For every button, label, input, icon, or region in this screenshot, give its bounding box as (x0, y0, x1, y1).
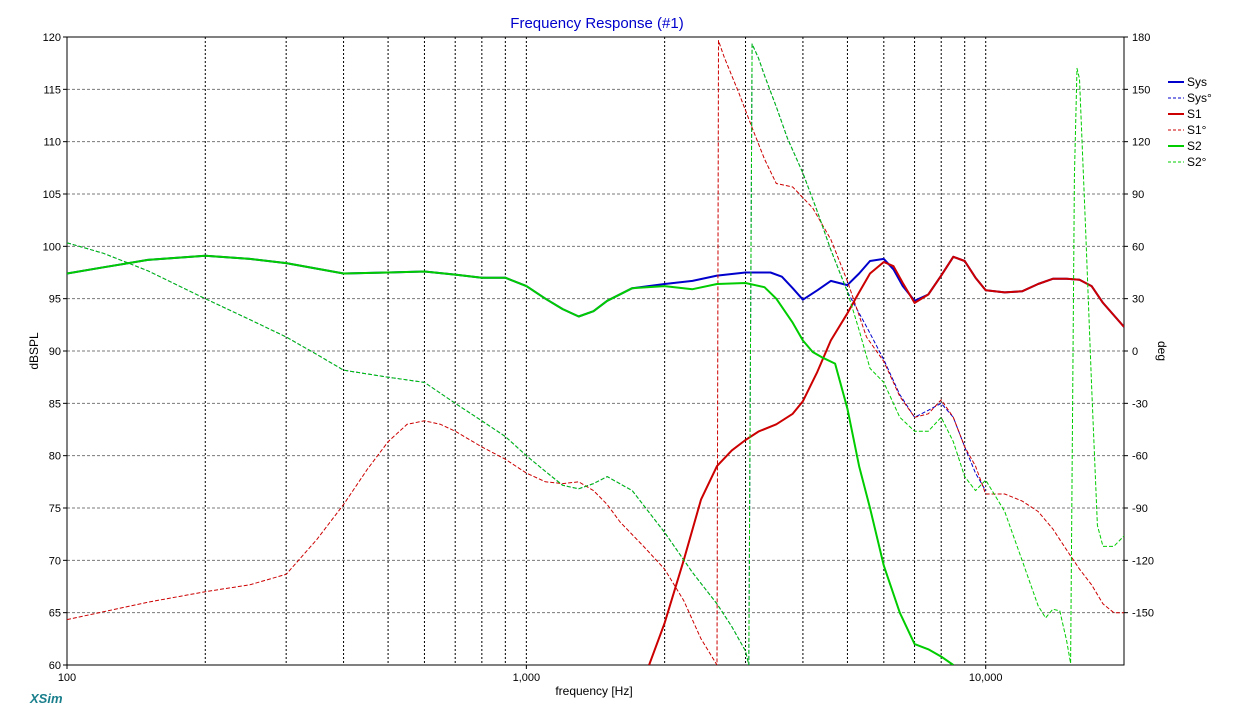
x-tick-label: 100 (58, 672, 76, 684)
y2-tick-label: 90 (1132, 189, 1144, 201)
series (67, 40, 1124, 665)
y2-tick-label: -120 (1132, 555, 1154, 567)
y2-tick-label: -60 (1132, 451, 1148, 463)
legend-entry: Sys° (1187, 91, 1212, 105)
y-tick-label: 90 (49, 346, 61, 358)
y-tick-label: 85 (49, 398, 61, 410)
y2-tick-label: -90 (1132, 503, 1148, 515)
y2-tick-label: 180 (1132, 32, 1150, 44)
legend-entry: S2° (1187, 155, 1207, 169)
y-tick-label: 100 (43, 241, 61, 253)
series-line-s2-phase (67, 43, 1124, 665)
ticks: 60 65 70 75 80 85 90 95 100 105 110 115 120 -150 -120 -… (43, 32, 1154, 684)
brand-logo: XSim (29, 691, 63, 706)
legend: Sys Sys° S1 S1° S2 S2° (1168, 75, 1212, 169)
y-tick-label: 80 (49, 451, 61, 463)
series-line-s1 (648, 255, 1124, 665)
y2-tick-label: -30 (1132, 398, 1148, 410)
y-tick-label: 115 (43, 84, 61, 96)
y2-axis-label: deg (1155, 341, 1169, 361)
y-tick-label: 70 (49, 555, 61, 567)
y-tick-label: 105 (43, 189, 61, 201)
y-tick-label: 120 (43, 32, 61, 44)
legend-entry: S1° (1187, 123, 1207, 137)
plot-area-frame (66, 36, 1125, 666)
y-tick-label: 95 (49, 294, 61, 306)
y-tick-label: 65 (49, 608, 61, 620)
y-tick-label: 75 (49, 503, 61, 515)
chart-title: Frequency Response (#1) (510, 15, 683, 32)
legend-entry: S1 (1187, 107, 1202, 121)
y2-tick-label: 60 (1132, 241, 1144, 253)
y-axis-label: dBSPL (27, 332, 41, 370)
y-tick-label: 110 (43, 137, 61, 149)
y2-tick-label: -150 (1132, 608, 1154, 620)
y-tick-label: 60 (49, 660, 61, 672)
y2-tick-label: 30 (1132, 294, 1144, 306)
x-tick-label: 10,000 (969, 672, 1003, 684)
grid (67, 37, 1124, 665)
x-axis-label: frequency [Hz] (555, 684, 632, 698)
y2-tick-label: 0 (1132, 346, 1138, 358)
series-line-s1-phase (67, 40, 1124, 665)
legend-entry: Sys (1187, 75, 1207, 89)
y2-tick-label: 120 (1132, 137, 1150, 149)
legend-entry: S2 (1187, 139, 1202, 153)
y2-tick-label: 150 (1132, 84, 1150, 96)
x-tick-label: 1,000 (513, 672, 541, 684)
series-line-s2 (67, 254, 954, 665)
